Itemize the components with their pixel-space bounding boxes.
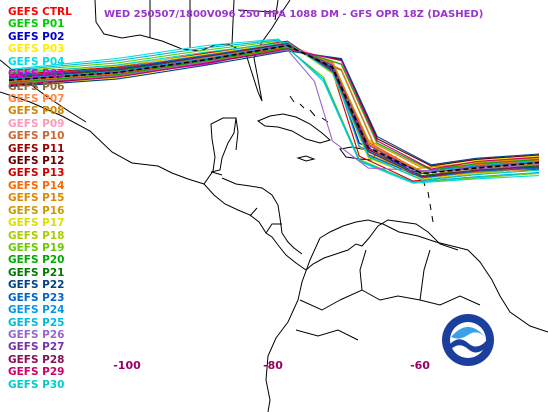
legend-item: GEFS P07 <box>8 92 65 105</box>
legend-item: GEFS P15 <box>8 192 65 205</box>
legend-item: GEFS P13 <box>8 167 65 180</box>
series-line <box>8 48 540 168</box>
x-tick-label: -60 <box>410 359 430 372</box>
legend-item: GEFS CTRL <box>8 6 72 18</box>
mexico-coast <box>0 91 237 185</box>
legend-item: GEFS P25 <box>8 316 65 329</box>
legend-item: GEFS P17 <box>8 217 65 230</box>
legend-item: GEFS P24 <box>8 304 65 317</box>
legend-item: GEFS P02 <box>8 30 65 43</box>
noaa-logo <box>441 313 495 371</box>
series-line <box>8 39 540 183</box>
central-america-coast <box>203 183 459 271</box>
legend-item: GEFS P08 <box>8 105 65 118</box>
series-layer <box>8 38 540 184</box>
legend-item: GEFS P27 <box>8 341 65 354</box>
legend-item: GEFS P20 <box>8 254 65 267</box>
chart-title: WED 250507/1800V096 250 HPA 1088 DM - GF… <box>104 9 484 20</box>
south-america-pacific <box>265 237 321 412</box>
series-line <box>8 38 540 184</box>
legend-item: GEFS P23 <box>8 291 65 304</box>
cuba <box>256 113 332 144</box>
legend-item: GEFS P19 <box>8 242 65 255</box>
legend-item: GEFS P06 <box>8 80 65 93</box>
x-tick-label: -80 <box>263 359 283 372</box>
legend-item: GEFS P05 <box>8 68 65 81</box>
yucatan-borders <box>211 117 282 234</box>
series-line <box>8 40 540 183</box>
legend-item: GEFS P01 <box>8 18 65 31</box>
us-state-borders <box>149 0 279 48</box>
legend-item: GEFS P21 <box>8 266 65 279</box>
legend-item: GEFS P11 <box>8 142 65 155</box>
legend-item: GEFS P12 <box>8 155 65 168</box>
legend-item: GEFS P28 <box>8 353 65 366</box>
legend-item: GEFS P16 <box>8 204 65 217</box>
series-line <box>8 42 540 178</box>
legend-item: GEFS P26 <box>8 328 65 341</box>
legend-item: GEFS P03 <box>8 43 65 56</box>
legend: GEFS CTRL GEFS P01 GEFS P02 GEFS P03 GEFS P0… <box>8 6 72 391</box>
bahamas <box>289 95 329 123</box>
south-america-borders <box>295 249 481 341</box>
x-tick-label: -100 <box>113 359 141 372</box>
legend-item: GEFS P30 <box>8 378 65 391</box>
series-line <box>8 47 540 171</box>
legend-item: GEFS P29 <box>8 366 65 379</box>
legend-item: GEFS P14 <box>8 179 65 192</box>
series-line <box>8 41 540 181</box>
legend-item: GEFS P09 <box>8 117 65 130</box>
central-america-caribbean <box>221 177 303 255</box>
series-line <box>8 50 540 166</box>
series-line <box>8 44 540 175</box>
jamaica <box>296 155 316 162</box>
legend-item: GEFS P22 <box>8 279 65 292</box>
legend-item: GEFS P10 <box>8 130 65 143</box>
legend-item: GEFS P04 <box>8 55 65 68</box>
legend-item: GEFS P18 <box>8 229 65 242</box>
series-line <box>8 48 540 170</box>
south-america-coast <box>319 219 548 333</box>
